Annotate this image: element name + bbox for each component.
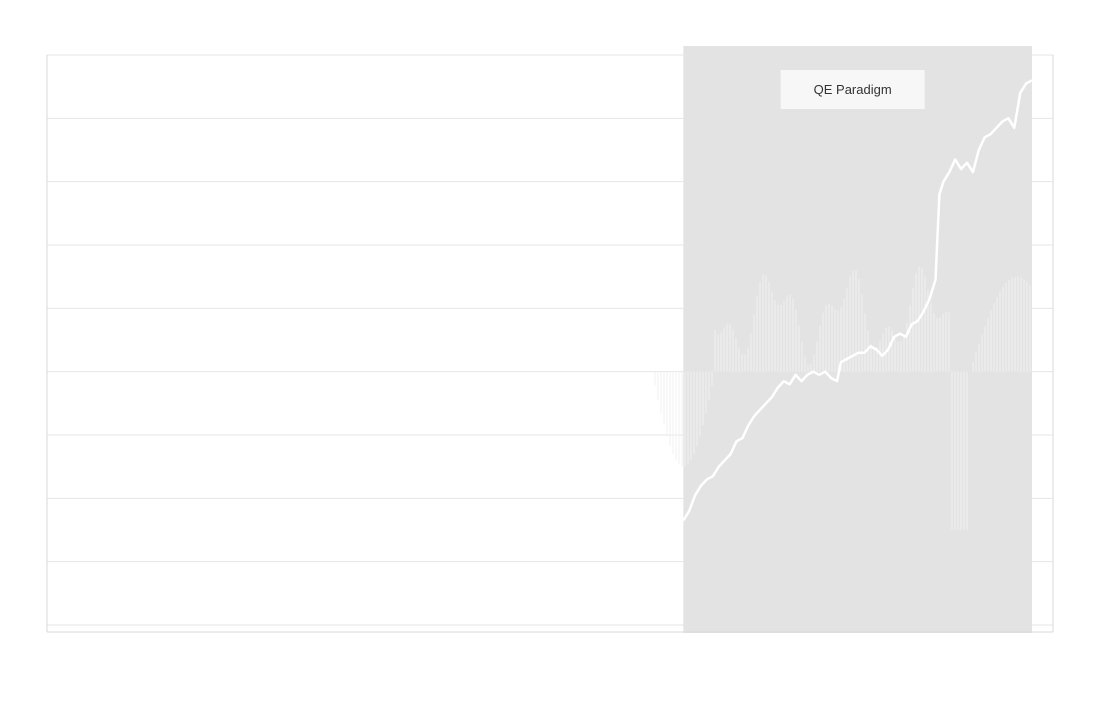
annotation-region — [683, 46, 1032, 633]
series-line — [682, 79, 1033, 522]
bars — [654, 266, 1031, 530]
annotation-shading — [683, 46, 1032, 633]
annotations: QE Paradigm — [780, 70, 925, 109]
annotation-label: QE Paradigm — [814, 82, 892, 97]
axes — [46, 55, 1054, 633]
series-path — [682, 79, 1033, 522]
annotation-label-box — [780, 70, 925, 109]
